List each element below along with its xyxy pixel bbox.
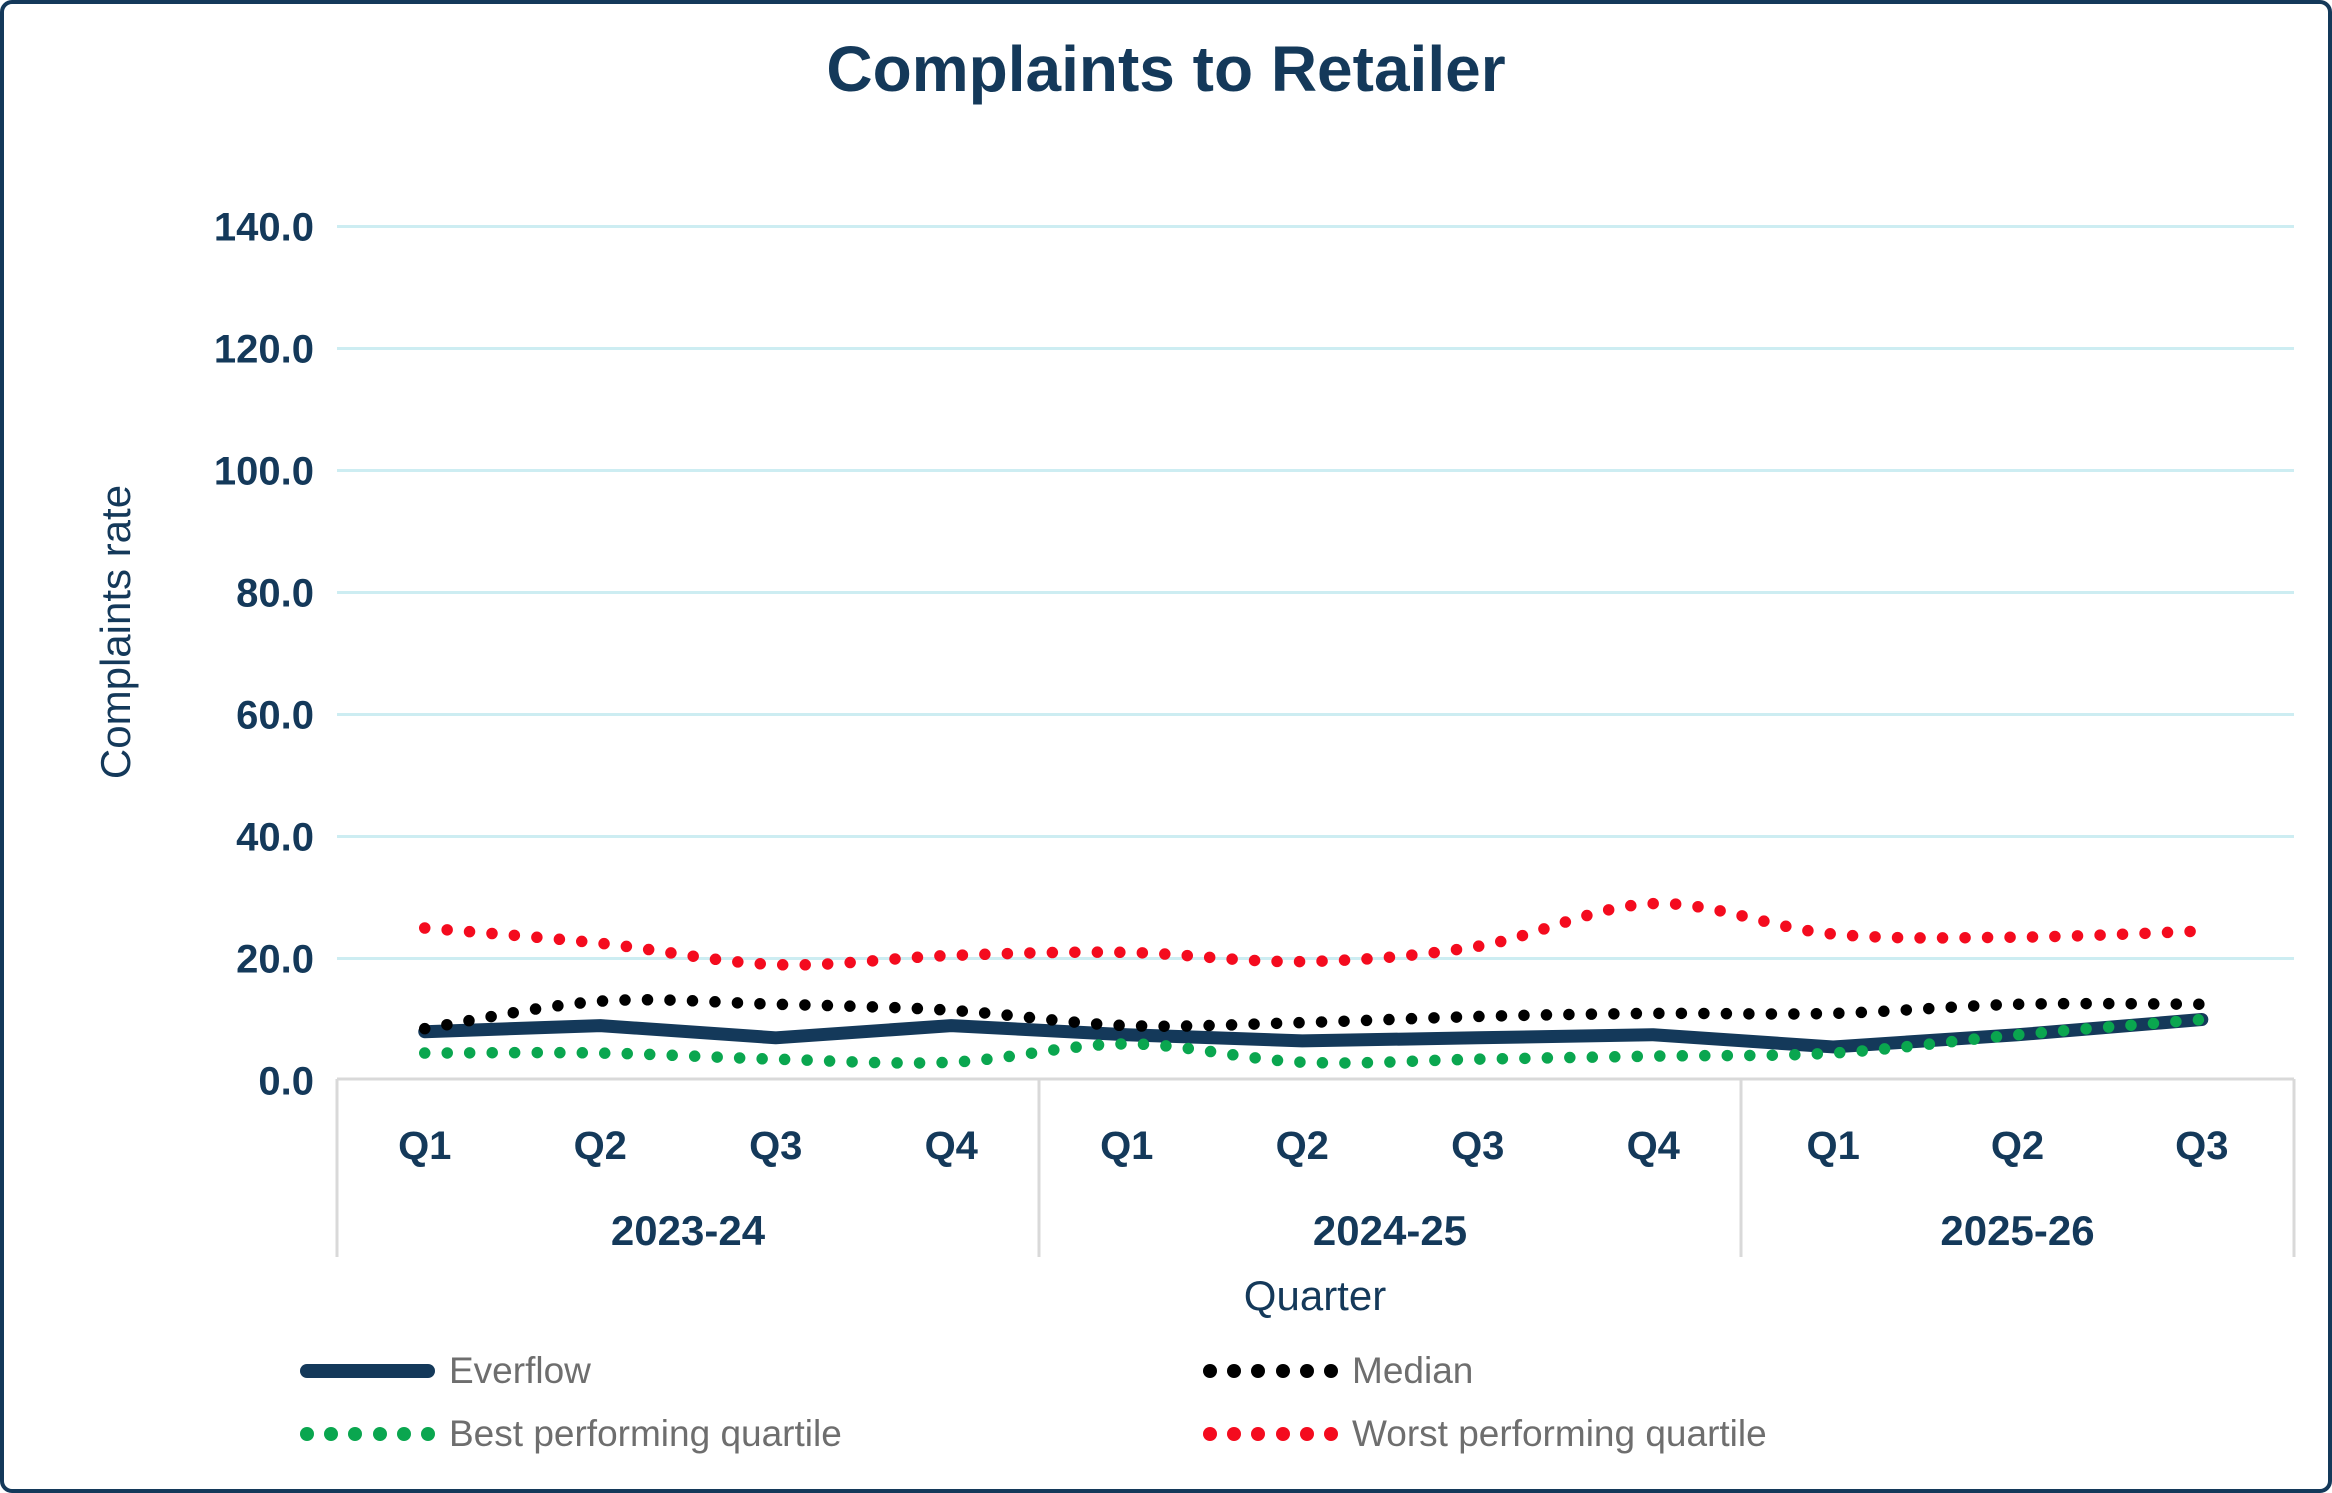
chart-title: Complaints to Retailer <box>826 33 1506 105</box>
series-line-worst-performing-quartile <box>419 897 2208 971</box>
y-tick-label: 40.0 <box>236 816 314 860</box>
x-quarter-label: Q2 <box>574 1124 627 1168</box>
series-line-best-performing-quartile <box>419 1013 2208 1069</box>
x-quarter-label: Q1 <box>1100 1124 1153 1168</box>
x-year-label: 2025-26 <box>1940 1207 2094 1254</box>
x-axis-title: Quarter <box>1243 1272 1387 1319</box>
x-quarter-label: Q3 <box>749 1124 802 1168</box>
y-tick-label: 100.0 <box>214 450 314 494</box>
y-tick-label: 120.0 <box>214 328 314 372</box>
x-quarter-label: Q4 <box>925 1124 979 1168</box>
x-year-label: 2024-25 <box>1313 1207 1467 1254</box>
y-tick-label: 20.0 <box>236 938 314 982</box>
y-tick-label: 60.0 <box>236 694 314 738</box>
x-quarter-label: Q2 <box>1991 1124 2044 1168</box>
series-line-everflow <box>418 1013 2209 1054</box>
series-line-median <box>419 994 2208 1035</box>
x-quarter-label: Q1 <box>398 1124 451 1168</box>
x-quarter-label: Q2 <box>1276 1124 1329 1168</box>
x-year-label: 2023-24 <box>611 1207 766 1254</box>
x-quarter-label: Q3 <box>2175 1124 2228 1168</box>
x-quarter-label: Q4 <box>1627 1124 1681 1168</box>
plot-area: 0.0 20.0 40.0 60.0 80.0 100.0 120.0 140.0 Q1 Q2 Q3… <box>214 206 2296 1257</box>
y-tick-label: 140.0 <box>214 206 314 250</box>
y-tick-label: 0.0 <box>258 1060 314 1104</box>
x-quarter-label: Q3 <box>1451 1124 1504 1168</box>
x-quarter-label: Q1 <box>1806 1124 1859 1168</box>
y-tick-label: 80.0 <box>236 572 314 616</box>
